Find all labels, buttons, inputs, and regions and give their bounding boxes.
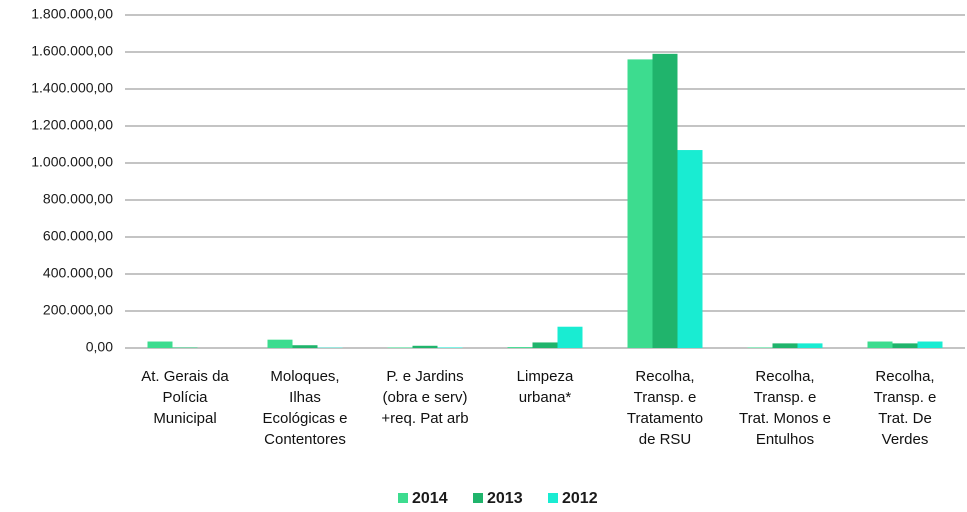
bar xyxy=(387,347,413,348)
bar xyxy=(172,347,198,348)
bar xyxy=(797,343,823,348)
bar xyxy=(507,347,533,348)
bar xyxy=(437,347,463,348)
x-tick-label: P. e Jardins (obra e serv) +req. Pat arb xyxy=(381,368,469,427)
bar xyxy=(267,339,293,348)
y-tick-label: 1.200.000,00 xyxy=(31,117,113,133)
x-tick-label: Limpeza urbana* xyxy=(516,368,574,406)
x-tick-label: Moloques, Ilhas Ecológicas e Contentores xyxy=(262,368,348,448)
y-tick-label: 0,00 xyxy=(86,339,113,355)
legend-label: 2014 xyxy=(412,490,448,507)
y-tick-label: 800.000,00 xyxy=(43,191,113,207)
bar xyxy=(892,343,918,348)
y-tick-label: 1.800.000,00 xyxy=(31,6,113,22)
y-tick-label: 600.000,00 xyxy=(43,228,113,244)
bar xyxy=(917,341,943,348)
y-tick-label: 1.400.000,00 xyxy=(31,80,113,96)
legend-swatch xyxy=(548,493,558,503)
x-tick-label: At. Gerais da Polícia Municipal xyxy=(141,368,229,427)
x-tick-label: Recolha, Transp. e Trat. Monos e Entulho… xyxy=(739,368,831,448)
bar xyxy=(557,326,583,348)
bar xyxy=(677,150,703,348)
legend-swatch xyxy=(398,493,408,503)
x-tick-label: Recolha, Transp. e Trat. De Verdes xyxy=(873,368,937,448)
bar xyxy=(412,345,438,348)
bar xyxy=(772,343,798,348)
legend-swatch xyxy=(473,493,483,503)
y-tick-label: 400.000,00 xyxy=(43,265,113,281)
x-tick-label: Recolha, Transp. e Tratamento de RSU xyxy=(626,368,704,448)
legend-label: 2013 xyxy=(487,490,523,507)
y-tick-label: 1.600.000,00 xyxy=(31,43,113,59)
bar xyxy=(627,59,653,349)
bar xyxy=(747,347,773,348)
bar xyxy=(867,341,893,348)
bar xyxy=(532,342,558,348)
bar xyxy=(652,53,678,348)
bar xyxy=(147,341,173,348)
bar xyxy=(292,345,318,348)
y-tick-label: 1.000.000,00 xyxy=(31,154,113,170)
legend-label: 2012 xyxy=(562,490,598,507)
y-tick-label: 200.000,00 xyxy=(43,302,113,318)
